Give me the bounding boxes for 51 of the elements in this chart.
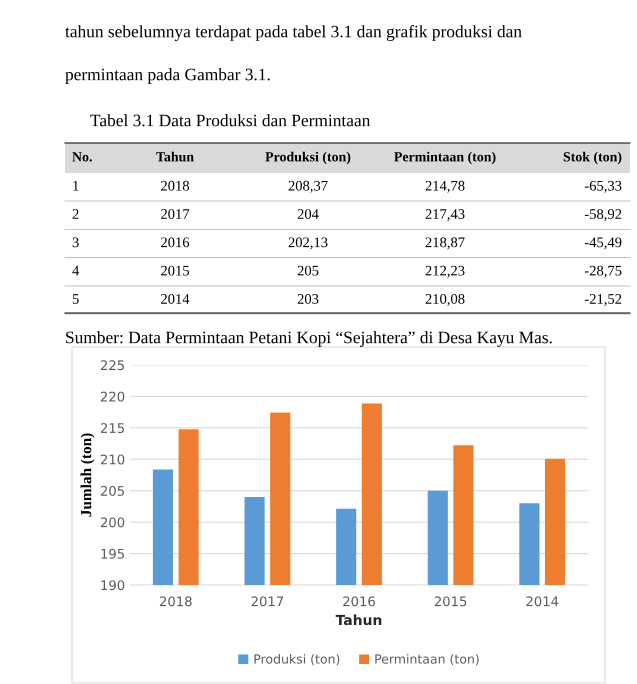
text: No. (72, 152, 92, 162)
x-tick-label: 2015 (434, 596, 466, 606)
x-tick-label: 2016 (343, 596, 375, 606)
text: 3 (72, 237, 79, 248)
text: 1 (73, 180, 78, 191)
legend-label: Permintaan (ton) (375, 654, 479, 666)
text: 203 (298, 294, 318, 304)
text: 212,23 (426, 266, 464, 278)
y-tick-label: 195 (101, 548, 124, 559)
text: permintaan pada Gambar 3.1. (65, 68, 270, 84)
text: -45,49 (584, 237, 622, 250)
text: 2017 (161, 209, 190, 219)
y-tick-label: 215 (100, 423, 124, 434)
text: 2018 (161, 180, 190, 191)
text: 2015 (161, 266, 190, 276)
text: 205 (298, 266, 318, 276)
legend-label: Produksi (ton) (254, 654, 340, 666)
x-tick-label: 2018 (160, 596, 192, 606)
text: 217,43 (426, 209, 464, 222)
text: 202,13 (288, 237, 328, 250)
y-tick-label: 220 (100, 392, 124, 402)
text: 210,08 (426, 294, 464, 306)
x-axis-title: Tahun (336, 614, 382, 626)
text: -28,75 (584, 266, 622, 278)
text: 208,37 (288, 180, 328, 193)
text: Produksi (ton) (265, 152, 350, 164)
text: 218,87 (426, 237, 465, 250)
text: 2016 (161, 237, 190, 248)
text: -21,52 (584, 294, 622, 306)
text: -58,92 (584, 209, 622, 222)
text: tahun sebelumnya terdapat pada tabel 3.1 dan grafik produksi dan (65, 25, 522, 41)
y-tick-label: 200 (100, 517, 124, 528)
text: 2 (72, 209, 78, 219)
text: 4 (72, 266, 80, 276)
x-tick-label: 2017 (252, 596, 284, 606)
y-tick-label: 205 (100, 486, 124, 496)
text: Sumber: Data Permintaan Petani Kopi “Sejahtera” di Desa Kayu Mas. (66, 331, 552, 347)
y-axis-title: Jumlah (ton) (80, 433, 94, 517)
text: Tabel 3.1 Data Produksi dan Permintaan (90, 114, 370, 126)
y-tick-label: 225 (100, 360, 124, 370)
y-tick-label: 210 (100, 454, 124, 464)
text: Stok (ton) (564, 152, 622, 164)
text: 5 (72, 294, 79, 304)
text: 214,78 (426, 180, 464, 193)
text: 2014 (161, 294, 190, 304)
y-tick-label: 190 (101, 580, 124, 590)
text: Permintaan (ton) (394, 152, 496, 164)
text: 204 (298, 209, 319, 219)
x-tick-label: 2014 (526, 596, 558, 606)
text: Tahun (156, 152, 194, 162)
text: -65,33 (584, 180, 622, 193)
